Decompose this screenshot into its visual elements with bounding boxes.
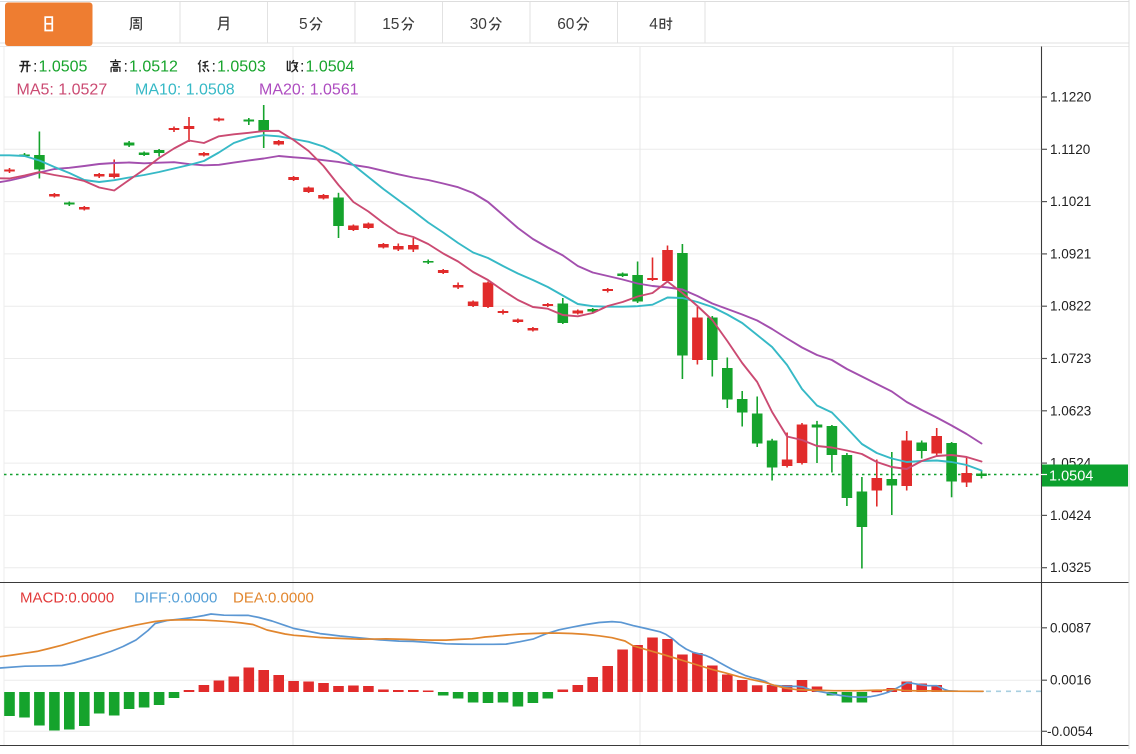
svg-text:1.0512: 1.0512 [129, 59, 178, 76]
svg-text:1.0921: 1.0921 [1050, 246, 1091, 261]
svg-text:15: 15 [382, 16, 399, 33]
svg-text:1.0623: 1.0623 [1050, 403, 1091, 418]
svg-text:4: 4 [649, 16, 658, 33]
svg-text:1.0723: 1.0723 [1050, 351, 1091, 366]
svg-text::: : [212, 59, 216, 76]
svg-text:30: 30 [470, 16, 488, 33]
svg-text:DIFF:0.0000: DIFF:0.0000 [134, 590, 217, 607]
svg-text:DEA:0.0000: DEA:0.0000 [233, 590, 314, 607]
svg-text:1.0424: 1.0424 [1050, 508, 1092, 523]
svg-text:MACD:0.0000: MACD:0.0000 [20, 590, 114, 607]
svg-text:1.1120: 1.1120 [1050, 142, 1090, 157]
svg-text::: : [124, 59, 128, 76]
svg-text:1.0505: 1.0505 [39, 59, 88, 76]
svg-text:MA20: 1.0561: MA20: 1.0561 [259, 82, 359, 99]
svg-text:1.0325: 1.0325 [1050, 560, 1091, 575]
svg-text::: : [33, 59, 37, 76]
svg-text:1.0503: 1.0503 [217, 59, 266, 76]
svg-text:MA10: 1.0508: MA10: 1.0508 [135, 82, 235, 99]
svg-text:60: 60 [557, 16, 575, 33]
svg-text:0.0087: 0.0087 [1050, 620, 1091, 635]
svg-text:5: 5 [299, 16, 308, 33]
svg-text:MA5: 1.0527: MA5: 1.0527 [17, 82, 108, 99]
svg-text:1.1220: 1.1220 [1050, 90, 1091, 105]
svg-text:1.0822: 1.0822 [1050, 299, 1091, 314]
svg-text:1.0504: 1.0504 [306, 59, 355, 76]
svg-text:1.0504: 1.0504 [1049, 469, 1093, 485]
svg-text:0.0016: 0.0016 [1050, 673, 1091, 688]
svg-text:-0.0054: -0.0054 [1047, 724, 1093, 739]
svg-text::: : [300, 59, 304, 76]
svg-text:1.1021: 1.1021 [1050, 194, 1091, 209]
